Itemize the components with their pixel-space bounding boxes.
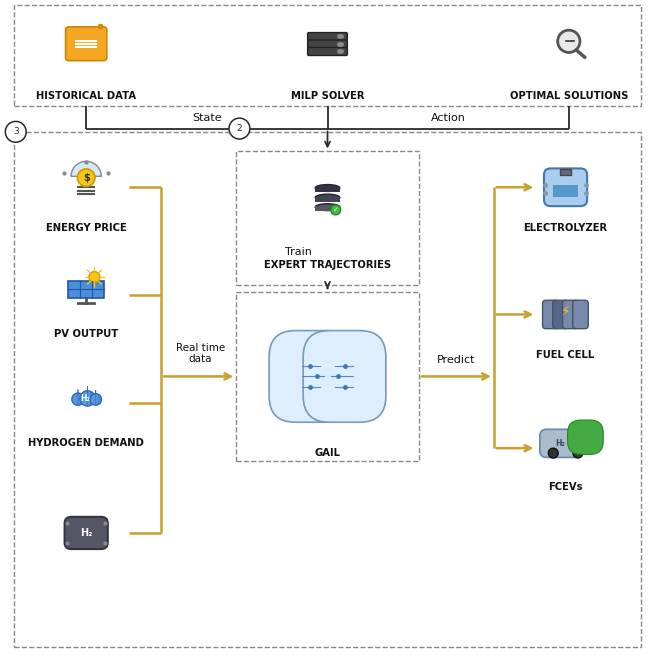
FancyBboxPatch shape <box>315 206 340 212</box>
Text: HYDROGEN DEMAND: HYDROGEN DEMAND <box>28 438 144 448</box>
FancyBboxPatch shape <box>572 300 588 329</box>
FancyBboxPatch shape <box>568 420 603 455</box>
Circle shape <box>331 205 341 215</box>
Text: Real time
data: Real time data <box>176 343 225 364</box>
Text: FUEL CELL: FUEL CELL <box>536 350 595 360</box>
Text: ENERGY PRICE: ENERGY PRICE <box>46 223 126 233</box>
FancyBboxPatch shape <box>540 429 580 457</box>
Text: Action: Action <box>431 113 466 123</box>
FancyBboxPatch shape <box>571 432 591 450</box>
Text: OPTIMAL SOLUTIONS: OPTIMAL SOLUTIONS <box>510 91 628 101</box>
Circle shape <box>90 394 102 405</box>
Circle shape <box>573 448 583 458</box>
Circle shape <box>89 272 100 282</box>
Text: State: State <box>192 113 221 123</box>
Ellipse shape <box>315 194 340 201</box>
Circle shape <box>77 169 95 187</box>
Text: H₂: H₂ <box>80 528 92 538</box>
Polygon shape <box>96 390 99 405</box>
Text: EXPERT TRAJECTORIES: EXPERT TRAJECTORIES <box>264 260 391 270</box>
Circle shape <box>548 448 558 458</box>
Text: ⚡: ⚡ <box>561 305 571 319</box>
Circle shape <box>72 393 84 405</box>
FancyBboxPatch shape <box>308 47 347 56</box>
FancyBboxPatch shape <box>553 300 569 329</box>
Text: 2: 2 <box>236 124 242 133</box>
Text: Train: Train <box>285 248 312 257</box>
FancyBboxPatch shape <box>563 300 578 329</box>
Text: $: $ <box>83 173 90 183</box>
Text: ✓: ✓ <box>333 207 339 213</box>
FancyBboxPatch shape <box>66 27 107 61</box>
FancyBboxPatch shape <box>542 300 558 329</box>
FancyBboxPatch shape <box>560 170 571 175</box>
Polygon shape <box>88 386 92 406</box>
Polygon shape <box>71 161 102 176</box>
Text: Predict: Predict <box>437 355 476 365</box>
Ellipse shape <box>315 204 340 211</box>
Text: H₂: H₂ <box>555 439 565 448</box>
FancyBboxPatch shape <box>315 196 340 202</box>
Circle shape <box>557 30 580 52</box>
FancyBboxPatch shape <box>308 40 347 48</box>
Circle shape <box>5 121 26 142</box>
Text: PV OUTPUT: PV OUTPUT <box>54 329 119 339</box>
FancyBboxPatch shape <box>65 517 108 549</box>
Text: GAIL: GAIL <box>314 448 341 458</box>
FancyBboxPatch shape <box>553 185 578 197</box>
FancyBboxPatch shape <box>68 281 104 297</box>
Text: H₂: H₂ <box>80 394 90 403</box>
Circle shape <box>229 118 250 139</box>
Polygon shape <box>78 389 82 405</box>
Text: ELECTROLYZER: ELECTROLYZER <box>523 223 608 233</box>
Circle shape <box>80 391 95 406</box>
Text: MILP SOLVER: MILP SOLVER <box>291 91 364 101</box>
FancyBboxPatch shape <box>544 168 587 206</box>
FancyBboxPatch shape <box>308 33 347 41</box>
FancyBboxPatch shape <box>303 331 386 422</box>
Text: HISTORICAL DATA: HISTORICAL DATA <box>36 91 136 101</box>
Ellipse shape <box>315 185 340 191</box>
Text: FCEVs: FCEVs <box>548 482 583 493</box>
Text: 3: 3 <box>13 127 18 136</box>
FancyBboxPatch shape <box>315 187 340 192</box>
FancyBboxPatch shape <box>269 331 352 422</box>
